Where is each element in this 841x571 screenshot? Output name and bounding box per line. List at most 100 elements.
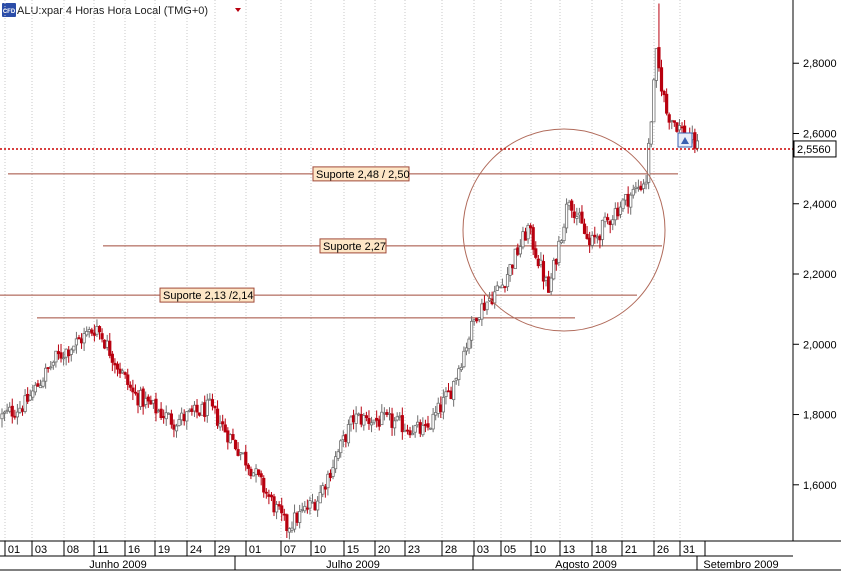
candle-body [285, 514, 289, 531]
candle-body [15, 411, 19, 418]
day-label: 24 [190, 544, 202, 556]
day-label: 29 [218, 544, 230, 556]
candle-body [28, 395, 32, 401]
candle-body [511, 264, 515, 269]
candle-body [298, 511, 302, 523]
candle-body [369, 422, 374, 426]
candle-body [626, 193, 630, 207]
candle-body [608, 221, 612, 226]
candle-body [454, 378, 458, 381]
day-label: 05 [504, 544, 516, 556]
candle-body [36, 383, 40, 387]
candle-body [172, 424, 176, 430]
chart-header[interactable]: CFD ALU:xpar 4 Horas Hora Local (TMG+0) [2, 3, 241, 17]
candle-body [46, 367, 50, 369]
candle-body [500, 284, 505, 289]
day-label: 23 [408, 544, 420, 556]
candle-body [23, 395, 27, 412]
candle-body [300, 509, 304, 511]
candle-body [126, 374, 130, 385]
candle-body [644, 181, 648, 185]
y-tick-label: 2,6000 [803, 128, 837, 140]
candle-body [233, 439, 238, 450]
candle-body [441, 396, 445, 413]
day-label: 19 [158, 544, 170, 556]
candle-body [593, 234, 597, 238]
candle-body [2, 411, 7, 414]
candle-body [449, 390, 453, 400]
candle-body [380, 411, 384, 426]
overlays: 2,5560 [0, 128, 837, 332]
candle-body [328, 472, 333, 478]
y-tick-label: 2,4000 [803, 199, 837, 211]
day-label: 11 [97, 544, 108, 556]
candle-body [118, 368, 122, 374]
candle-body [647, 142, 651, 183]
candle-body [190, 408, 194, 412]
candle-body [54, 350, 58, 363]
candle-body [82, 333, 86, 344]
candle-body [146, 396, 150, 402]
candle-body [18, 407, 22, 413]
candle-body [321, 485, 325, 495]
candle-body [136, 393, 140, 406]
candle-body [395, 416, 399, 421]
candle-body [49, 366, 53, 369]
candle-body [367, 418, 371, 424]
candle-body [228, 434, 232, 444]
day-label: 13 [563, 544, 575, 556]
candle-body [464, 347, 469, 352]
candle-body [331, 467, 335, 477]
candle-body [493, 291, 497, 304]
candle-body [56, 351, 61, 355]
candle-body [467, 338, 471, 350]
candle-body [105, 340, 109, 348]
candle-body [513, 248, 517, 270]
cfd-badge-label: CFD [3, 9, 16, 15]
candle-body [459, 366, 463, 371]
candle-body [446, 390, 451, 393]
candle-body [600, 219, 605, 240]
candle-body [316, 500, 320, 511]
candle-body [20, 408, 25, 412]
candle-body [588, 237, 592, 246]
candle-body [398, 415, 402, 418]
day-label: 16 [128, 544, 140, 556]
candle-body [44, 367, 48, 382]
candle-body [529, 225, 533, 229]
event-marker-glyph [681, 137, 689, 144]
candle-body [169, 413, 173, 425]
candle-body [349, 416, 353, 425]
candle-body [274, 504, 279, 513]
candle-body [659, 67, 664, 92]
candle-body [652, 79, 656, 123]
day-label: 03 [35, 544, 47, 556]
candle-body [154, 398, 158, 414]
candle-body [72, 345, 76, 351]
candle-body [623, 194, 628, 201]
candle-body [280, 505, 284, 514]
candle-body [559, 240, 564, 244]
support-label: Suporte 2,13 /2,14 [163, 290, 254, 302]
candle-body [452, 381, 456, 401]
support-label-box [319, 238, 387, 254]
day-label: 10 [534, 544, 546, 556]
candle-body [405, 429, 410, 432]
candle-body [113, 362, 117, 366]
support-label-box [159, 287, 255, 303]
candle-body [74, 338, 79, 346]
candle-body [257, 469, 261, 476]
month-label: Setembro 2009 [703, 559, 778, 571]
candle-body [410, 433, 415, 436]
candle-body [641, 183, 646, 189]
candle-body [287, 528, 292, 533]
candle-body [393, 420, 397, 429]
candle-body [339, 440, 343, 454]
candle-body [539, 259, 543, 266]
candle-body [621, 199, 625, 210]
candle-body [10, 405, 14, 417]
candle-body [649, 121, 653, 145]
candle-body [272, 496, 276, 513]
candle-body [695, 140, 700, 149]
dropdown-triangle-icon[interactable] [235, 8, 241, 12]
